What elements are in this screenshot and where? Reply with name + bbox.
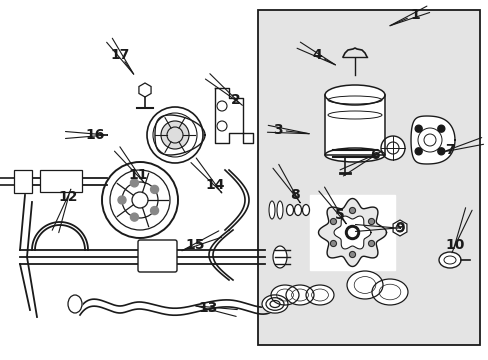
Polygon shape xyxy=(333,216,370,249)
Ellipse shape xyxy=(286,204,293,216)
Text: 6: 6 xyxy=(369,148,379,162)
Circle shape xyxy=(122,182,158,218)
Ellipse shape xyxy=(305,285,333,305)
Text: 9: 9 xyxy=(394,221,404,235)
Polygon shape xyxy=(410,116,454,164)
Text: 11: 11 xyxy=(128,168,147,182)
Circle shape xyxy=(348,229,356,237)
Ellipse shape xyxy=(325,85,384,105)
Text: 15: 15 xyxy=(185,238,204,252)
Circle shape xyxy=(150,207,158,215)
Text: 2: 2 xyxy=(231,93,241,107)
Circle shape xyxy=(437,125,444,132)
Circle shape xyxy=(102,162,178,238)
Circle shape xyxy=(414,148,421,155)
Circle shape xyxy=(380,136,404,160)
Text: 10: 10 xyxy=(445,238,464,252)
Polygon shape xyxy=(318,198,386,266)
Bar xyxy=(40,170,82,192)
Text: 3: 3 xyxy=(273,123,282,137)
Circle shape xyxy=(147,107,203,163)
Ellipse shape xyxy=(262,295,287,313)
Circle shape xyxy=(345,225,359,239)
Ellipse shape xyxy=(269,301,280,307)
Ellipse shape xyxy=(272,246,286,268)
Circle shape xyxy=(349,207,355,213)
Bar xyxy=(14,170,32,193)
Circle shape xyxy=(368,240,374,247)
Circle shape xyxy=(118,196,126,204)
Ellipse shape xyxy=(371,279,407,305)
Circle shape xyxy=(110,170,170,230)
Polygon shape xyxy=(155,115,204,155)
Circle shape xyxy=(150,185,158,193)
Text: 5: 5 xyxy=(334,208,344,222)
Ellipse shape xyxy=(268,201,274,219)
Circle shape xyxy=(130,213,138,221)
Text: 12: 12 xyxy=(58,190,78,204)
Circle shape xyxy=(437,148,444,155)
Bar xyxy=(309,195,394,270)
Circle shape xyxy=(153,113,197,157)
Ellipse shape xyxy=(325,148,384,162)
Text: 8: 8 xyxy=(289,188,299,202)
Circle shape xyxy=(330,219,336,225)
Text: 13: 13 xyxy=(198,301,217,315)
Ellipse shape xyxy=(285,285,313,305)
Circle shape xyxy=(330,240,336,247)
Text: 1: 1 xyxy=(409,8,419,22)
Ellipse shape xyxy=(302,204,309,216)
Circle shape xyxy=(132,192,148,208)
Circle shape xyxy=(167,127,183,143)
Ellipse shape xyxy=(346,271,382,299)
Circle shape xyxy=(414,125,421,132)
Circle shape xyxy=(368,219,374,225)
Circle shape xyxy=(217,121,226,131)
Text: 16: 16 xyxy=(85,128,104,142)
Circle shape xyxy=(161,121,189,149)
Text: 14: 14 xyxy=(205,178,224,192)
Polygon shape xyxy=(215,88,252,143)
Circle shape xyxy=(349,252,355,257)
Ellipse shape xyxy=(276,201,283,219)
Circle shape xyxy=(130,179,138,187)
Bar xyxy=(258,10,479,345)
FancyBboxPatch shape xyxy=(138,240,177,272)
Text: 17: 17 xyxy=(110,48,129,62)
Circle shape xyxy=(217,101,226,111)
Ellipse shape xyxy=(438,252,460,268)
Ellipse shape xyxy=(270,285,298,305)
Text: 4: 4 xyxy=(311,48,321,62)
Text: 7: 7 xyxy=(444,143,454,157)
Ellipse shape xyxy=(294,204,301,216)
Ellipse shape xyxy=(68,295,82,313)
Ellipse shape xyxy=(265,298,284,310)
